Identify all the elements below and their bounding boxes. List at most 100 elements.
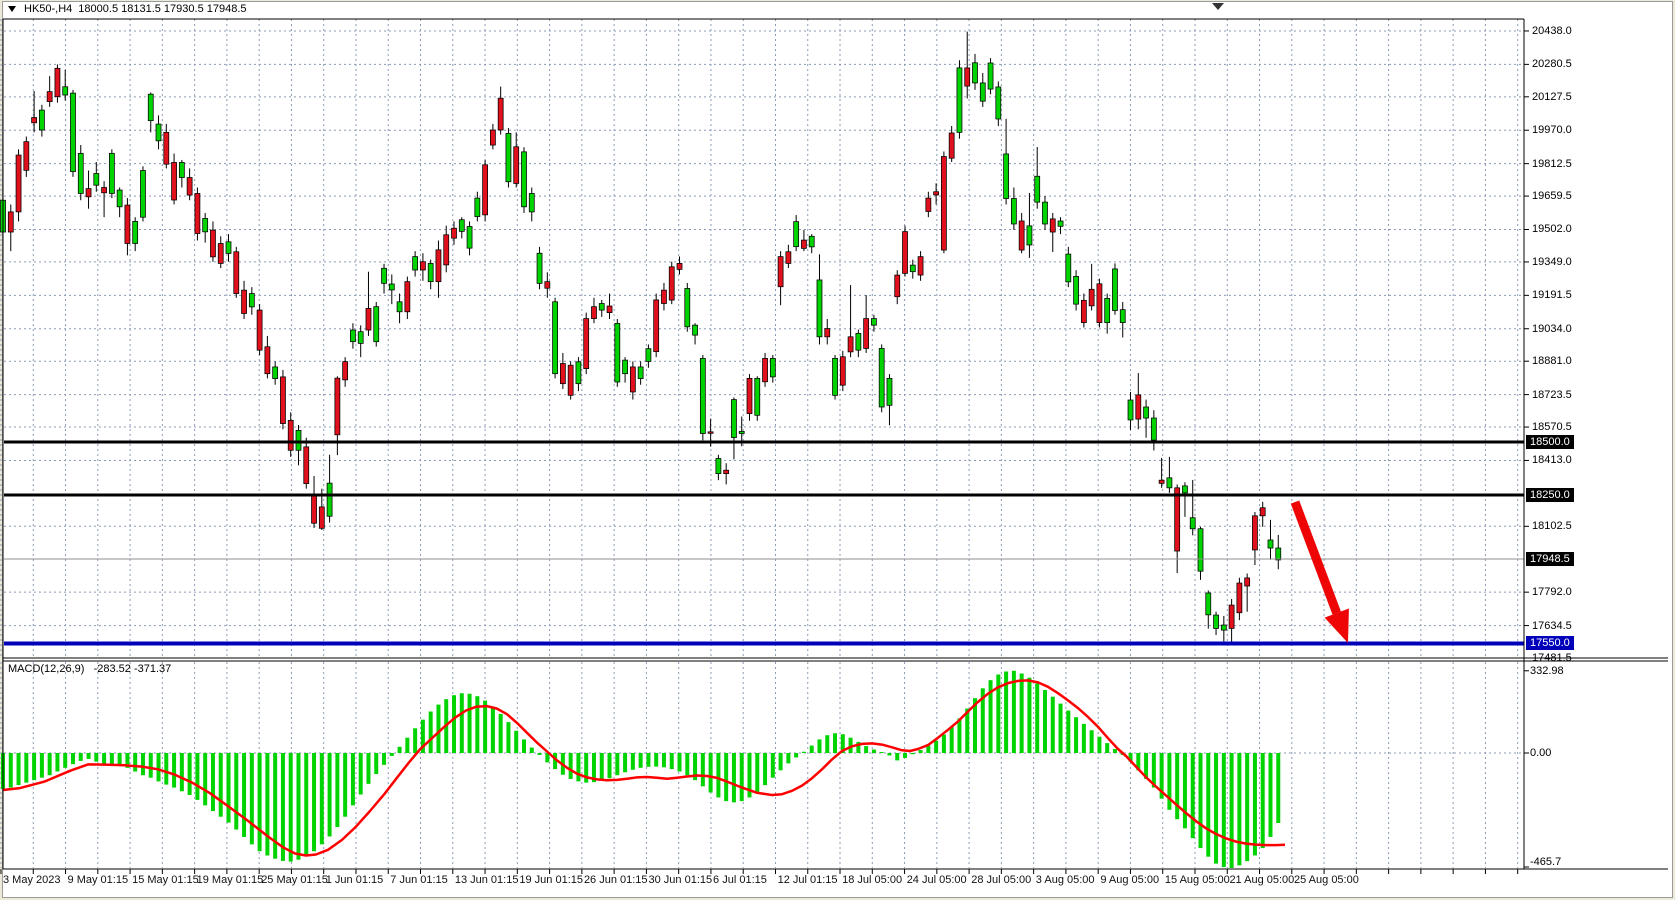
bull-candle (684, 288, 691, 328)
macd-histogram-bar (1105, 743, 1110, 753)
price-axis-tick: 20280.5 (1532, 58, 1572, 71)
grid-layer (0, 19, 1524, 868)
bull-candle (909, 264, 916, 273)
bear-candle (194, 193, 201, 234)
time-axis-label: 1 Jun 01:15 (325, 874, 384, 886)
macd-histogram-bar (280, 753, 285, 861)
bull-candle (350, 329, 356, 343)
time-axis-label: 25 Aug 05:00 (1294, 874, 1359, 886)
macd-histogram-bar (1128, 753, 1133, 762)
macd-histogram-bar (623, 753, 628, 773)
macd-histogram-bar (794, 753, 799, 758)
macd-histogram-bar (459, 693, 464, 753)
macd-histogram-bar (1112, 749, 1117, 753)
bear-candle (490, 129, 496, 146)
macd-histogram-bar (413, 728, 418, 753)
price-axis-tick: 19970.0 (1532, 124, 1572, 137)
bear-candle (762, 358, 768, 383)
macd-histogram-bar (1027, 677, 1032, 753)
macd-histogram-bar (1221, 753, 1226, 868)
macd-histogram-bar (234, 753, 239, 830)
macd-histogram-bar (980, 688, 985, 753)
macd-histogram-bar (763, 753, 768, 786)
bull-candle (1189, 517, 1196, 530)
macd-histogram-bar (599, 753, 604, 781)
bull-candle (248, 293, 255, 308)
trend-arrow-head[interactable] (1324, 608, 1349, 644)
bull-candle (645, 348, 652, 362)
bear-candle (1080, 299, 1087, 323)
macd-name: MACD(12,26,9) (8, 663, 85, 675)
bear-candle (334, 377, 341, 436)
bull-candle (808, 235, 815, 248)
macd-histogram-bar (693, 753, 698, 781)
bear-candle (964, 67, 971, 87)
time-axis-label: 25 May 01:15 (261, 874, 328, 886)
bull-candle (1011, 198, 1017, 225)
macd-histogram-bar (498, 713, 503, 753)
macd-histogram-bar (296, 753, 301, 860)
time-axis-label: 9 Aug 05:00 (1100, 874, 1160, 886)
macd-histogram-bar (833, 733, 838, 753)
macd-histogram-bar (584, 753, 589, 783)
level-lines-layer[interactable] (4, 440, 1524, 646)
macd-signal-line (2, 679, 1286, 857)
time-axis-label: 15 Aug 05:00 (1164, 874, 1230, 886)
macd-histogram-bar (661, 753, 666, 768)
bear-candle (847, 336, 854, 353)
macd-histogram-bar (1144, 753, 1149, 779)
bull-candle (536, 252, 543, 284)
symbol-dropdown-icon[interactable] (8, 6, 16, 12)
bull-candle (1197, 528, 1204, 572)
bear-candle (241, 289, 247, 314)
bull-candle (62, 86, 69, 96)
bull-candle (373, 306, 380, 343)
bull-candle (70, 92, 76, 172)
bear-candle (101, 187, 107, 194)
macd-histogram-bar (148, 753, 153, 778)
bear-candle (1244, 577, 1251, 587)
bull-candle (396, 301, 403, 313)
price-axis-tick: 19191.5 (1532, 289, 1572, 302)
bull-candle (202, 218, 209, 233)
chart-shift-marker-icon[interactable] (1212, 3, 1224, 10)
macd-histogram-bar (926, 745, 931, 753)
macd-histogram-bar (1175, 753, 1180, 820)
bear-candle (31, 117, 37, 124)
bull-candle (521, 151, 527, 208)
bull-candle (466, 226, 473, 249)
bull-candle (225, 241, 232, 254)
bull-candle (505, 133, 512, 183)
bull-candle (886, 377, 893, 406)
time-axis-label: 7 Jun 01:15 (390, 874, 448, 886)
price-axis-tick: 19812.5 (1532, 157, 1572, 170)
macd-histogram-layer (1, 670, 1281, 868)
bear-candle (948, 132, 955, 159)
bull-candle (987, 62, 994, 90)
macd-axis-tick: -465.7 (1530, 856, 1562, 868)
chart-title-bar: HK50-,H4 18000.5 18131.5 17930.5 17948.5 (8, 3, 247, 15)
macd-histogram-bar (973, 698, 977, 753)
macd-histogram-bar (965, 708, 970, 753)
price-axis-tick: 20438.0 (1532, 24, 1572, 37)
macd-histogram-bar (887, 753, 892, 756)
macd-histogram-bar (366, 753, 371, 784)
macd-histogram-bar (1214, 753, 1219, 864)
bull-candle (1220, 624, 1227, 631)
bear-candle (668, 266, 675, 301)
bear-candle (264, 346, 271, 375)
macd-histogram-bar (1229, 753, 1234, 868)
bear-candle (707, 431, 714, 434)
macd-histogram-bar (86, 753, 91, 759)
bull-candle (1073, 275, 1079, 305)
macd-histogram-bar (1237, 753, 1242, 866)
macd-histogram-bar (1198, 753, 1203, 849)
macd-histogram-bar (133, 753, 138, 772)
trend-arrow-shaft[interactable] (1290, 500, 1341, 615)
bear-candle (801, 239, 807, 249)
macd-histogram-bar (257, 753, 262, 852)
bull-candle (692, 324, 698, 336)
macd-histogram-bar (685, 753, 690, 776)
